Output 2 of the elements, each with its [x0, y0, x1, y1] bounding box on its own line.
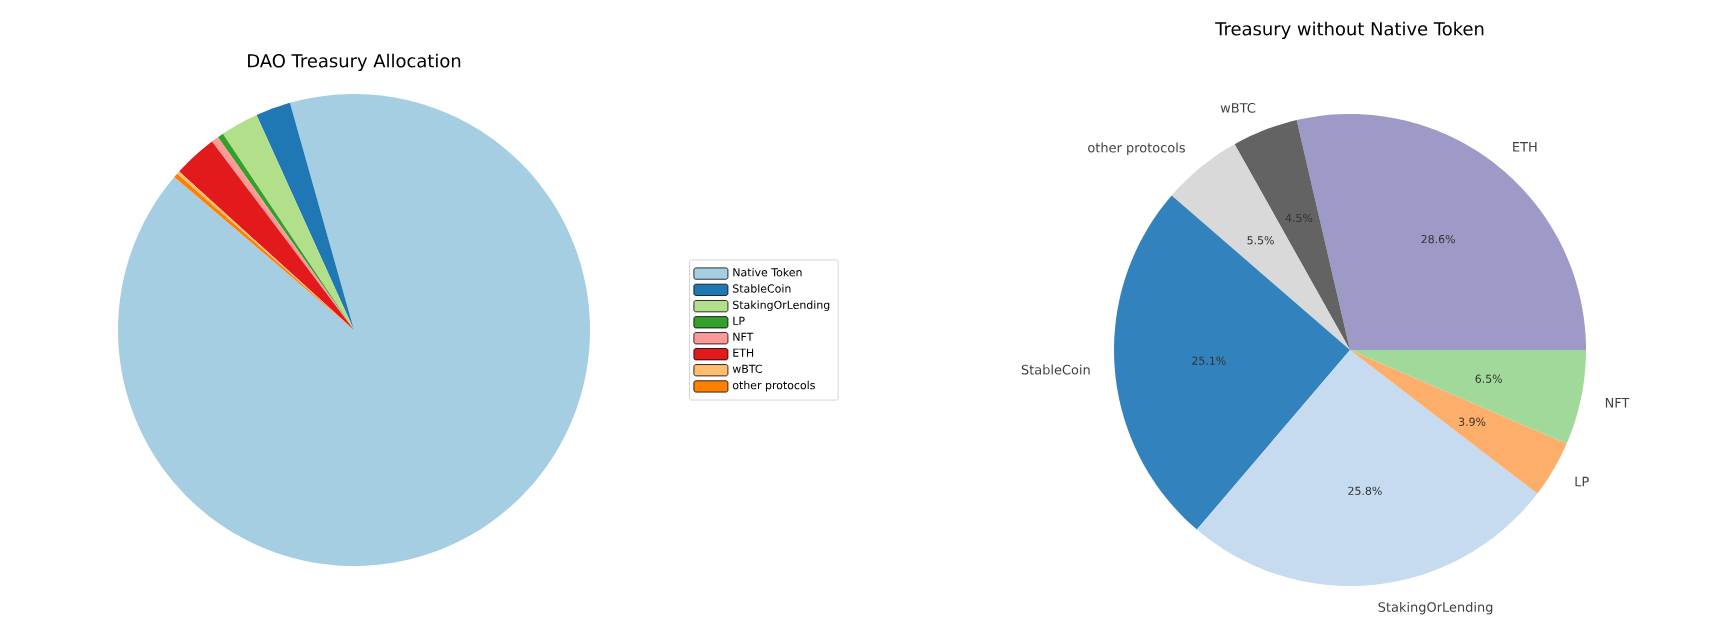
chart-title: DAO Treasury Allocation [248, 53, 461, 71]
chart-title: Treasury without Native Token [1215, 21, 1484, 39]
